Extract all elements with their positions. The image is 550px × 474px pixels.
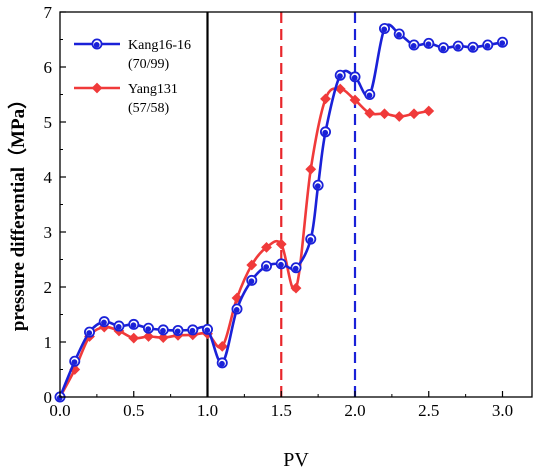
x-tick-label: 0.0 xyxy=(49,401,70,420)
legend-item: Kang16-16 (70/99) xyxy=(74,38,191,72)
ticks-layer: 0.0 0.5 1.0 1.5 2.0 2.5 3.0 0 1 2 3 4 5 6 7 xyxy=(44,3,514,420)
legend-note: (57/58) xyxy=(128,101,170,116)
x-tick-label: 3.0 xyxy=(492,401,513,420)
data-point xyxy=(334,83,346,95)
data-point xyxy=(378,22,390,34)
x-tick-label: 1.0 xyxy=(197,401,218,420)
data-point xyxy=(187,324,199,336)
legend-marker xyxy=(91,38,103,50)
y-tick-label: 1 xyxy=(44,333,53,352)
data-point xyxy=(246,259,258,271)
data-point xyxy=(408,39,420,51)
data-point xyxy=(142,322,154,334)
legend-item: Yang131 (57/58) xyxy=(74,82,178,116)
data-point xyxy=(113,320,125,332)
data-point xyxy=(231,303,243,315)
series-yang131 xyxy=(54,83,435,403)
data-point xyxy=(201,323,213,335)
data-point xyxy=(246,274,258,286)
data-point xyxy=(128,332,140,344)
y-tick-label: 0 xyxy=(44,388,53,407)
data-point xyxy=(379,108,390,120)
x-tick-label: 0.5 xyxy=(123,401,144,420)
data-point xyxy=(275,258,287,270)
data-point xyxy=(408,108,420,120)
data-point xyxy=(69,355,81,367)
data-point xyxy=(452,40,464,52)
legend: Kang16-16 (70/99) Yang131 (57/58) xyxy=(74,38,191,116)
data-point xyxy=(423,37,435,49)
data-point xyxy=(467,41,479,53)
data-point xyxy=(290,282,302,294)
data-point xyxy=(305,163,317,175)
legend-label: Kang16-16 xyxy=(128,38,191,53)
y-tick-label: 7 xyxy=(44,3,53,22)
data-point xyxy=(320,93,331,105)
data-point xyxy=(260,260,272,272)
data-point xyxy=(349,94,361,106)
series-layer xyxy=(54,22,508,403)
data-point xyxy=(231,292,243,304)
data-point xyxy=(157,332,169,343)
legend-note: (70/99) xyxy=(128,57,170,72)
data-point xyxy=(393,111,405,122)
y-axis-title: pressure differential（MPa） xyxy=(6,90,29,331)
x-tick-label: 2.0 xyxy=(344,401,365,420)
data-point xyxy=(364,89,376,101)
data-point xyxy=(423,105,435,117)
series-line xyxy=(58,87,429,398)
data-point xyxy=(496,36,508,48)
data-point xyxy=(261,242,272,253)
y-tick-label: 4 xyxy=(44,168,53,187)
y-tick-label: 5 xyxy=(44,113,53,132)
data-point xyxy=(305,233,317,245)
data-point xyxy=(216,357,228,369)
y-tick-label: 2 xyxy=(44,278,53,297)
x-tick-label: 1.5 xyxy=(271,401,292,420)
data-point xyxy=(393,28,405,40)
data-point xyxy=(437,42,449,54)
data-point xyxy=(364,107,376,119)
data-point xyxy=(69,364,81,375)
data-point xyxy=(143,331,154,342)
data-point xyxy=(275,238,287,250)
data-point xyxy=(128,318,140,330)
series-kang16-16 xyxy=(54,22,508,403)
data-point xyxy=(290,262,302,274)
y-tick-label: 6 xyxy=(44,58,53,77)
data-point xyxy=(157,324,169,336)
data-point xyxy=(84,326,96,338)
data-point xyxy=(482,39,494,51)
data-point xyxy=(319,126,331,138)
data-point xyxy=(312,179,324,191)
legend-marker xyxy=(91,82,103,94)
x-axis-title: PV xyxy=(283,449,309,471)
data-point xyxy=(349,71,361,83)
data-point xyxy=(172,324,184,336)
data-point xyxy=(334,69,346,81)
y-tick-label: 3 xyxy=(44,223,53,242)
data-point xyxy=(216,341,228,352)
legend-label: Yang131 xyxy=(128,82,178,97)
data-point xyxy=(98,316,110,328)
x-tick-label: 2.5 xyxy=(418,401,439,420)
